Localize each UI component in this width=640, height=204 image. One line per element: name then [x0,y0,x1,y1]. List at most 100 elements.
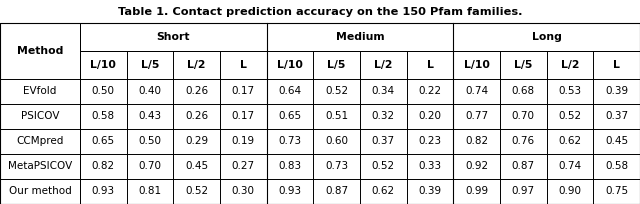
Bar [0,154,80,179]
Bar [173,129,220,154]
Text: PSICOV: PSICOV [20,111,60,121]
Text: 0.60: 0.60 [325,136,348,146]
Bar [593,129,640,154]
Bar [173,104,220,129]
Text: 0.73: 0.73 [325,161,348,171]
Bar [0,179,80,204]
Bar [500,129,547,154]
Bar [80,79,127,104]
Text: L/2: L/2 [561,60,579,70]
Text: 0.51: 0.51 [325,111,348,121]
Bar [406,129,453,154]
Bar [220,79,267,104]
Text: 0.37: 0.37 [605,111,628,121]
Bar [267,23,453,51]
Text: 0.70: 0.70 [512,111,535,121]
Text: 0.33: 0.33 [419,161,442,171]
Text: 0.52: 0.52 [559,111,582,121]
Text: 0.62: 0.62 [559,136,582,146]
Bar [453,104,500,129]
Text: Short: Short [157,32,190,42]
Bar [406,51,453,79]
Bar [547,154,593,179]
Bar [360,104,406,129]
Bar [500,179,547,204]
Text: L: L [613,60,620,70]
Bar [593,104,640,129]
Text: 0.97: 0.97 [512,186,535,196]
Bar [453,179,500,204]
Bar [80,179,127,204]
Text: 0.22: 0.22 [419,86,442,96]
Text: 0.30: 0.30 [232,186,255,196]
Text: 0.19: 0.19 [232,136,255,146]
Text: 0.43: 0.43 [138,111,161,121]
Bar [406,154,453,179]
Text: 0.87: 0.87 [512,161,535,171]
Bar [547,51,593,79]
Bar [593,179,640,204]
Bar [360,51,406,79]
Bar [500,154,547,179]
Bar [80,104,127,129]
Bar [360,179,406,204]
Bar [500,104,547,129]
Text: 0.53: 0.53 [559,86,582,96]
Bar [453,51,500,79]
Bar [314,154,360,179]
Text: 0.20: 0.20 [419,111,442,121]
Bar [0,104,80,129]
Text: L/5: L/5 [141,60,159,70]
Text: L/2: L/2 [188,60,206,70]
Text: L/2: L/2 [374,60,392,70]
Text: 0.39: 0.39 [419,186,442,196]
Text: EVfold: EVfold [23,86,57,96]
Text: 0.74: 0.74 [559,161,582,171]
Bar [406,79,453,104]
Bar [80,23,267,51]
Text: 0.90: 0.90 [559,186,582,196]
Text: 0.68: 0.68 [512,86,535,96]
Bar [360,129,406,154]
Text: 0.74: 0.74 [465,86,488,96]
Bar [267,104,314,129]
Bar [267,79,314,104]
Bar [267,51,314,79]
Bar [127,104,173,129]
Bar [314,129,360,154]
Bar [453,154,500,179]
Bar [593,154,640,179]
Bar [360,79,406,104]
Bar [127,129,173,154]
Text: 0.76: 0.76 [512,136,535,146]
Text: 0.39: 0.39 [605,86,628,96]
Text: 0.62: 0.62 [372,186,395,196]
Text: 0.50: 0.50 [138,136,161,146]
Text: 0.64: 0.64 [278,86,301,96]
Text: 0.52: 0.52 [325,86,348,96]
Text: 0.82: 0.82 [92,161,115,171]
Text: 0.92: 0.92 [465,161,488,171]
Bar [406,104,453,129]
Text: 0.65: 0.65 [278,111,301,121]
Bar [220,51,267,79]
Text: 0.26: 0.26 [185,111,208,121]
Bar [127,154,173,179]
Text: L/5: L/5 [514,60,532,70]
Text: 0.27: 0.27 [232,161,255,171]
Bar [220,154,267,179]
Bar [314,104,360,129]
Text: 0.81: 0.81 [138,186,161,196]
Text: L: L [240,60,247,70]
Bar [127,51,173,79]
Text: 0.23: 0.23 [419,136,442,146]
Text: 0.83: 0.83 [278,161,301,171]
Bar [127,179,173,204]
Text: 0.93: 0.93 [92,186,115,196]
Bar [547,179,593,204]
Text: Our method: Our method [8,186,72,196]
Text: 0.58: 0.58 [92,111,115,121]
Bar [173,51,220,79]
Text: L/5: L/5 [328,60,346,70]
Bar [80,129,127,154]
